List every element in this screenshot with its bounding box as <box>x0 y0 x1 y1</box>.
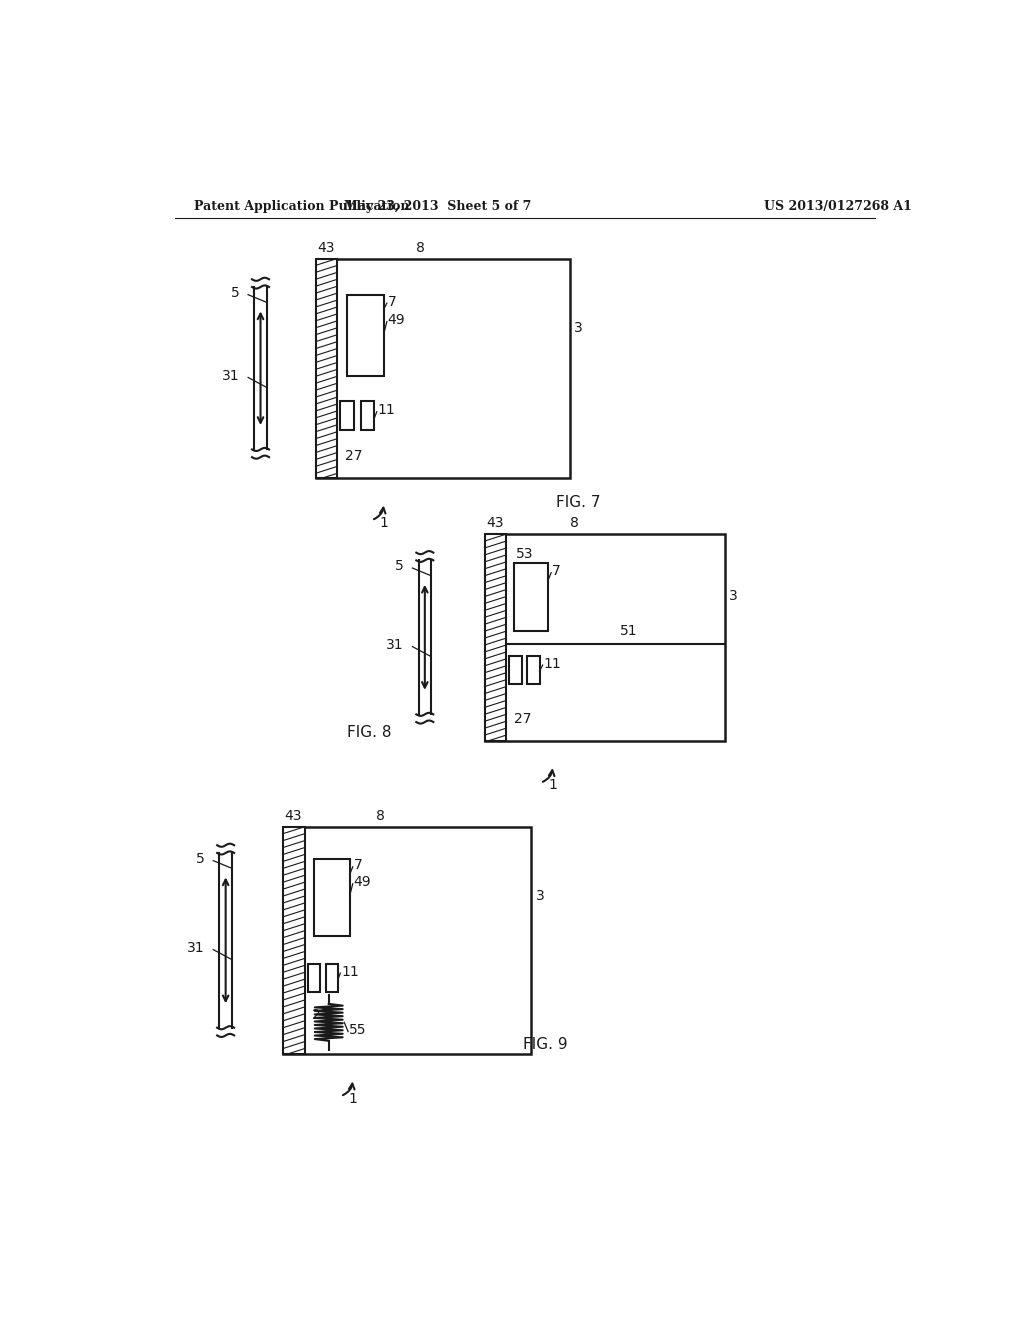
Text: 5: 5 <box>197 853 205 866</box>
Bar <box>484 535 506 741</box>
Text: 1: 1 <box>548 779 557 792</box>
Text: FIG. 8: FIG. 8 <box>346 725 391 741</box>
Bar <box>416 544 434 553</box>
Text: 1: 1 <box>379 516 388 529</box>
Bar <box>484 535 725 741</box>
Text: 27: 27 <box>514 711 531 726</box>
Bar <box>251 271 270 280</box>
Bar <box>251 457 270 466</box>
Text: May 23, 2013  Sheet 5 of 7: May 23, 2013 Sheet 5 of 7 <box>344 199 531 213</box>
Text: 31: 31 <box>386 638 403 652</box>
Text: 55: 55 <box>349 1023 367 1038</box>
Bar <box>315 259 569 478</box>
Bar <box>216 1035 234 1044</box>
Bar <box>509 656 521 684</box>
Text: 43: 43 <box>317 240 335 255</box>
Text: 11: 11 <box>378 403 395 417</box>
Text: 49: 49 <box>353 875 371 890</box>
Text: 43: 43 <box>486 516 504 531</box>
Bar <box>346 296 384 376</box>
Bar <box>527 656 540 684</box>
Text: 11: 11 <box>341 965 358 978</box>
Text: 53: 53 <box>515 548 534 561</box>
Bar <box>216 836 234 845</box>
Bar <box>219 853 231 1028</box>
Text: FIG. 9: FIG. 9 <box>523 1038 568 1052</box>
Bar <box>419 560 431 714</box>
Text: 1: 1 <box>349 1092 357 1106</box>
Bar <box>360 401 375 430</box>
Bar <box>314 859 349 936</box>
Bar <box>315 259 337 478</box>
Text: 31: 31 <box>187 941 205 956</box>
Bar <box>326 964 338 991</box>
Text: 5: 5 <box>395 560 404 573</box>
Text: US 2013/0127268 A1: US 2013/0127268 A1 <box>764 199 911 213</box>
Bar <box>514 564 548 631</box>
Text: 43: 43 <box>285 809 302 822</box>
Bar <box>254 286 266 449</box>
Bar <box>340 401 354 430</box>
Text: 8: 8 <box>417 240 425 255</box>
Text: 27: 27 <box>345 449 362 463</box>
Bar <box>283 826 305 1053</box>
Bar <box>416 722 434 731</box>
Bar <box>308 964 321 991</box>
Text: 27: 27 <box>312 1008 330 1023</box>
Text: 5: 5 <box>231 286 240 300</box>
Text: 49: 49 <box>388 313 406 327</box>
Text: Patent Application Publication: Patent Application Publication <box>194 199 410 213</box>
Text: 8: 8 <box>376 809 385 822</box>
Bar <box>283 826 531 1053</box>
Text: FIG. 7: FIG. 7 <box>556 495 600 510</box>
Text: 31: 31 <box>222 368 240 383</box>
Text: 11: 11 <box>544 656 561 671</box>
Text: 7: 7 <box>552 564 561 578</box>
Text: 7: 7 <box>353 858 362 873</box>
Text: 51: 51 <box>621 624 638 638</box>
Text: 3: 3 <box>729 589 738 603</box>
Text: 7: 7 <box>388 294 396 309</box>
Text: 8: 8 <box>569 516 579 531</box>
Text: 3: 3 <box>574 321 583 335</box>
Text: 3: 3 <box>536 890 545 903</box>
